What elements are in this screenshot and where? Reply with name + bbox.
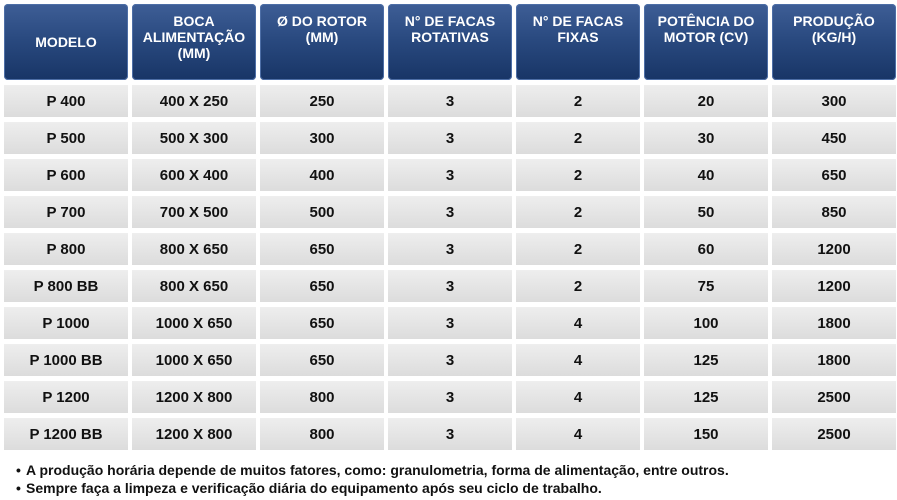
- table-row-model-cell: P 1200 BB: [4, 418, 128, 450]
- header-label: POTÊNCIA DO MOTOR (CV): [657, 13, 755, 45]
- spec-table: MODELO BOCA ALIMENTAÇÃO (MM) Ø DO ROTOR (M…: [4, 4, 896, 455]
- table-cell: 1000 X 650: [132, 307, 256, 339]
- table-cell: 4: [516, 307, 640, 339]
- table-cell: 600 X 400: [132, 159, 256, 191]
- table-row-model-cell: P 400: [4, 85, 128, 117]
- table-cell: 3: [388, 307, 512, 339]
- table-cell: 500 X 300: [132, 122, 256, 154]
- table-cell: 1200 X 800: [132, 418, 256, 450]
- table-cell: 3: [388, 270, 512, 302]
- table-cell: 3: [388, 418, 512, 450]
- table-cell: 1800: [772, 344, 896, 376]
- table-cell: 2: [516, 159, 640, 191]
- table-cell: 700 X 500: [132, 196, 256, 228]
- table-cell: 400 X 250: [132, 85, 256, 117]
- header-label: PRODUÇÃO (KG/H): [793, 13, 875, 45]
- table-cell: 100: [644, 307, 768, 339]
- table-cell: 2500: [772, 381, 896, 413]
- table-cell: 2: [516, 122, 640, 154]
- table-cell: 3: [388, 233, 512, 265]
- notes-list: A produção horária depende de muitos fat…: [16, 461, 729, 497]
- table-cell: 20: [644, 85, 768, 117]
- table-cell: 650: [260, 270, 384, 302]
- header-boca-alimentacao: BOCA ALIMENTAÇÃO (MM): [132, 4, 256, 80]
- table-cell: 500: [260, 196, 384, 228]
- table-cell: 4: [516, 418, 640, 450]
- table-cell: 650: [260, 307, 384, 339]
- header-label: BOCA ALIMENTAÇÃO (MM): [142, 13, 246, 61]
- header-facas-rotativas: N° DE FACAS ROTATIVAS: [388, 4, 512, 80]
- table-row-model-cell: P 1000 BB: [4, 344, 128, 376]
- table-cell: 4: [516, 344, 640, 376]
- table-cell: 1200: [772, 270, 896, 302]
- table-cell: 800: [260, 418, 384, 450]
- table-cell: 300: [772, 85, 896, 117]
- table-cell: 2500: [772, 418, 896, 450]
- table-cell: 650: [260, 233, 384, 265]
- table-cell: 450: [772, 122, 896, 154]
- table-cell: 3: [388, 344, 512, 376]
- table-row-model-cell: P 700: [4, 196, 128, 228]
- header-label: MODELO: [35, 34, 97, 50]
- table-cell: 60: [644, 233, 768, 265]
- header-producao: PRODUÇÃO (KG/H): [772, 4, 896, 80]
- table-cell: 650: [260, 344, 384, 376]
- table-cell: 2: [516, 270, 640, 302]
- header-label: N° DE FACAS FIXAS: [532, 13, 624, 45]
- table-cell: 2: [516, 85, 640, 117]
- table-cell: 2: [516, 233, 640, 265]
- table-cell: 30: [644, 122, 768, 154]
- table-cell: 1200: [772, 233, 896, 265]
- table-cell: 3: [388, 122, 512, 154]
- table-cell: 3: [388, 196, 512, 228]
- table-cell: 250: [260, 85, 384, 117]
- header-modelo: MODELO: [4, 4, 128, 80]
- table-row-model-cell: P 1200: [4, 381, 128, 413]
- table-cell: 800 X 650: [132, 270, 256, 302]
- header-diametro-rotor: Ø DO ROTOR (MM): [260, 4, 384, 80]
- table-row-model-cell: P 500: [4, 122, 128, 154]
- table-cell: 800: [260, 381, 384, 413]
- header-label: Ø DO ROTOR (MM): [277, 13, 367, 45]
- header-potencia-motor: POTÊNCIA DO MOTOR (CV): [644, 4, 768, 80]
- table-cell: 1800: [772, 307, 896, 339]
- note-item: A produção horária depende de muitos fat…: [16, 461, 729, 479]
- table-cell: 3: [388, 159, 512, 191]
- table-row-model-cell: P 600: [4, 159, 128, 191]
- table-cell: 800 X 650: [132, 233, 256, 265]
- table-row-model-cell: P 800 BB: [4, 270, 128, 302]
- table-cell: 2: [516, 196, 640, 228]
- table-row-model-cell: P 1000: [4, 307, 128, 339]
- note-item: Sempre faça a limpeza e verificação diár…: [16, 479, 729, 497]
- header-facas-fixas: N° DE FACAS FIXAS: [516, 4, 640, 80]
- table-cell: 75: [644, 270, 768, 302]
- table-cell: 400: [260, 159, 384, 191]
- table-cell: 300: [260, 122, 384, 154]
- table-cell: 3: [388, 85, 512, 117]
- table-cell: 650: [772, 159, 896, 191]
- table-cell: 150: [644, 418, 768, 450]
- table-cell: 40: [644, 159, 768, 191]
- table-cell: 4: [516, 381, 640, 413]
- header-label: N° DE FACAS ROTATIVAS: [404, 13, 496, 45]
- table-row-model-cell: P 800: [4, 233, 128, 265]
- table-cell: 850: [772, 196, 896, 228]
- table-cell: 3: [388, 381, 512, 413]
- table-cell: 125: [644, 344, 768, 376]
- table-cell: 125: [644, 381, 768, 413]
- table-cell: 1200 X 800: [132, 381, 256, 413]
- table-cell: 1000 X 650: [132, 344, 256, 376]
- table-cell: 50: [644, 196, 768, 228]
